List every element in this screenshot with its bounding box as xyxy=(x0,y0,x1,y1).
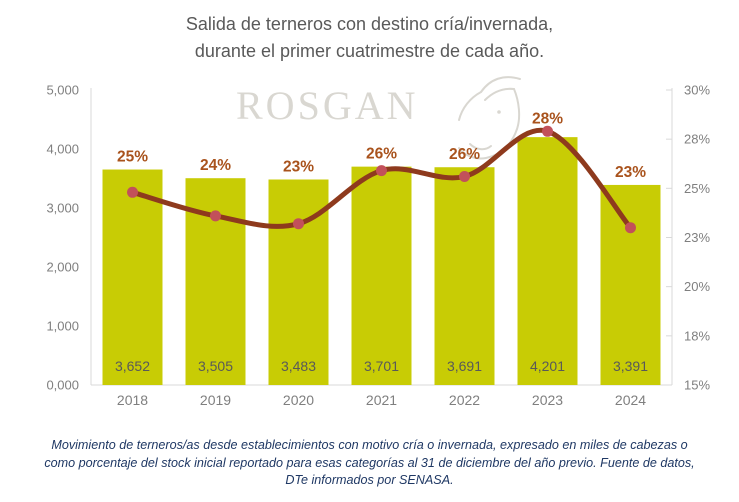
chart-title: Salida de terneros con destino cría/inve… xyxy=(0,11,739,65)
bar-2024 xyxy=(600,184,661,385)
left-axis-tick-label: 3,000 xyxy=(46,201,79,216)
left-axis-tick-label: 5,000 xyxy=(46,83,79,98)
right-axis-tick-label: 20% xyxy=(684,279,710,294)
line-marker-2018 xyxy=(127,186,138,198)
bar-value-label: 3,691 xyxy=(447,358,482,374)
x-axis-category-label: 2019 xyxy=(200,392,231,408)
right-axis-tick-label: 25% xyxy=(684,181,710,196)
pct-data-label: 26% xyxy=(366,146,397,163)
pct-data-label: 25% xyxy=(117,149,148,166)
line-marker-2024 xyxy=(625,222,636,234)
bar-value-label: 4,201 xyxy=(530,358,565,374)
bar-value-label: 3,505 xyxy=(198,358,233,374)
source-footnote: Movimiento de terneros/as desde establec… xyxy=(44,438,695,487)
pct-data-label: 23% xyxy=(283,159,314,176)
right-axis-tick-label: 15% xyxy=(684,378,710,393)
left-axis-tick-label: 0,000 xyxy=(46,378,79,393)
line-marker-2021 xyxy=(376,165,387,177)
left-axis-tick-label: 1,000 xyxy=(46,319,79,334)
x-axis-category-label: 2024 xyxy=(615,392,646,408)
line-marker-2023 xyxy=(542,125,553,137)
line-marker-2020 xyxy=(293,218,304,230)
pct-data-label: 24% xyxy=(200,157,231,174)
chart-title-line1: Salida de terneros con destino cría/inve… xyxy=(185,14,554,34)
x-axis-category-label: 2018 xyxy=(117,392,148,408)
x-axis-category-label: 2023 xyxy=(532,392,563,408)
x-axis-category-label: 2020 xyxy=(283,392,314,408)
line-marker-2022 xyxy=(459,171,470,182)
right-axis-tick-label: 30% xyxy=(684,83,710,98)
right-axis-tick-label: 18% xyxy=(684,328,710,343)
right-axis-tick-label: 28% xyxy=(684,132,710,147)
pct-data-label: 23% xyxy=(615,164,646,181)
bar-value-label: 3,701 xyxy=(364,358,399,374)
bar-2023 xyxy=(517,137,578,385)
bar-2021 xyxy=(351,166,412,385)
pct-data-label: 26% xyxy=(449,146,480,163)
bar-value-label: 3,483 xyxy=(281,358,316,374)
line-marker-2019 xyxy=(210,210,221,222)
bar-value-label: 3,391 xyxy=(613,358,648,374)
bar-2018 xyxy=(102,169,163,385)
pct-data-label: 28% xyxy=(532,110,563,127)
x-axis-category-label: 2022 xyxy=(449,392,480,408)
x-axis-category-label: 2021 xyxy=(366,392,397,408)
right-axis-tick-label: 23% xyxy=(684,230,710,245)
left-axis-tick-label: 4,000 xyxy=(46,142,79,157)
bar-value-label: 3,652 xyxy=(115,358,150,374)
chart-title-line2: durante el primer cuatrimestre de cada a… xyxy=(194,41,545,61)
bar-2022 xyxy=(434,167,495,385)
left-axis-tick-label: 2,000 xyxy=(46,260,79,275)
